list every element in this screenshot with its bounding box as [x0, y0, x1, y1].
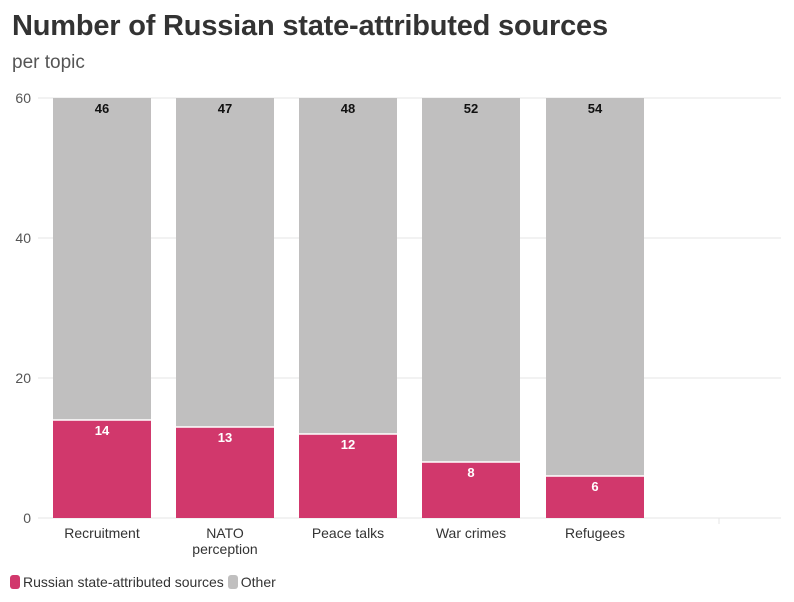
bar-other-0 [53, 98, 151, 420]
bar-russian-0 [53, 420, 151, 518]
x-category-label: NATO perception [192, 525, 257, 557]
legend: Russian state-attributed sources Other [10, 574, 280, 590]
data-label-other: 54 [588, 101, 603, 116]
y-tick-label: 60 [15, 90, 31, 106]
bar-other-4 [546, 98, 644, 476]
bar-russian-3 [422, 462, 520, 518]
data-label-other: 52 [464, 101, 478, 116]
legend-label-russian: Russian state-attributed sources [23, 574, 224, 590]
x-category-label: Recruitment [64, 525, 140, 541]
stacked-bar-chart: 0 20 40 60 46 14 Recruitment 47 13 NATO perception… [15, 90, 781, 557]
y-tick-label: 20 [15, 370, 31, 386]
y-tick-label: 0 [23, 510, 31, 526]
bar-russian-1 [176, 427, 274, 518]
data-label-russian: 13 [218, 430, 232, 445]
data-label-russian: 8 [467, 465, 474, 480]
data-label-russian: 6 [591, 479, 598, 494]
x-category-label: Refugees [565, 525, 625, 541]
bar-other-1 [176, 98, 274, 427]
legend-swatch-other [227, 575, 238, 589]
bar-other-2 [299, 98, 397, 434]
bar-russian-4 [546, 476, 644, 518]
data-label-other: 46 [95, 101, 109, 116]
data-label-russian: 14 [95, 423, 110, 438]
page-subtitle: per topic [12, 52, 85, 73]
data-label-other: 48 [341, 101, 355, 116]
bar-other-3 [422, 98, 520, 462]
data-label-other: 47 [218, 101, 232, 116]
data-label-russian: 12 [341, 437, 355, 452]
legend-item-other[interactable]: Other [227, 574, 276, 590]
x-category-label: Peace talks [312, 525, 384, 541]
legend-item-russian[interactable]: Russian state-attributed sources [10, 574, 224, 590]
y-tick-label: 40 [15, 230, 31, 246]
legend-swatch-russian [10, 575, 20, 589]
bar-russian-2 [299, 434, 397, 518]
page-title: Number of Russian state-attributed sourc… [12, 10, 608, 42]
x-category-label: War crimes [436, 525, 506, 541]
legend-label-other: Other [240, 574, 276, 590]
